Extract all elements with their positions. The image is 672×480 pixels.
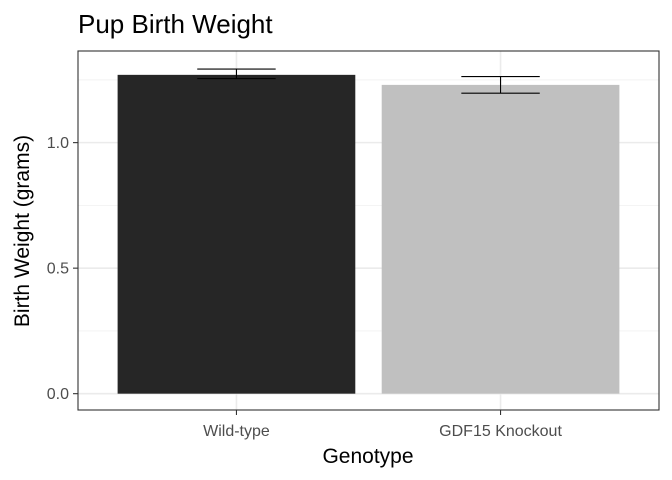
error-bar-2 [461,76,540,94]
x-tick-label: GDF15 Knockout [439,423,562,440]
y-tick-label: 0.0 [47,386,69,403]
x-tick-label: Wild-type [203,423,270,440]
chart-title: Pup Birth Weight [78,9,273,39]
plot-panel-border [77,50,660,411]
x-axis-title: Genotype [322,445,413,468]
bar-2 [381,84,620,394]
y-axis: 0.0 0.5 1.0 [47,135,78,403]
x-axis: Wild-type GDF15 Knockout [203,410,562,440]
error-bar-1 [197,68,276,80]
y-axis-title: Birth Weight (grams) [11,135,34,327]
error-bars [197,68,540,94]
y-tick-label: 0.5 [47,261,69,278]
bar-1 [117,74,356,394]
bars [117,74,620,394]
y-tick-label: 1.0 [47,135,69,152]
